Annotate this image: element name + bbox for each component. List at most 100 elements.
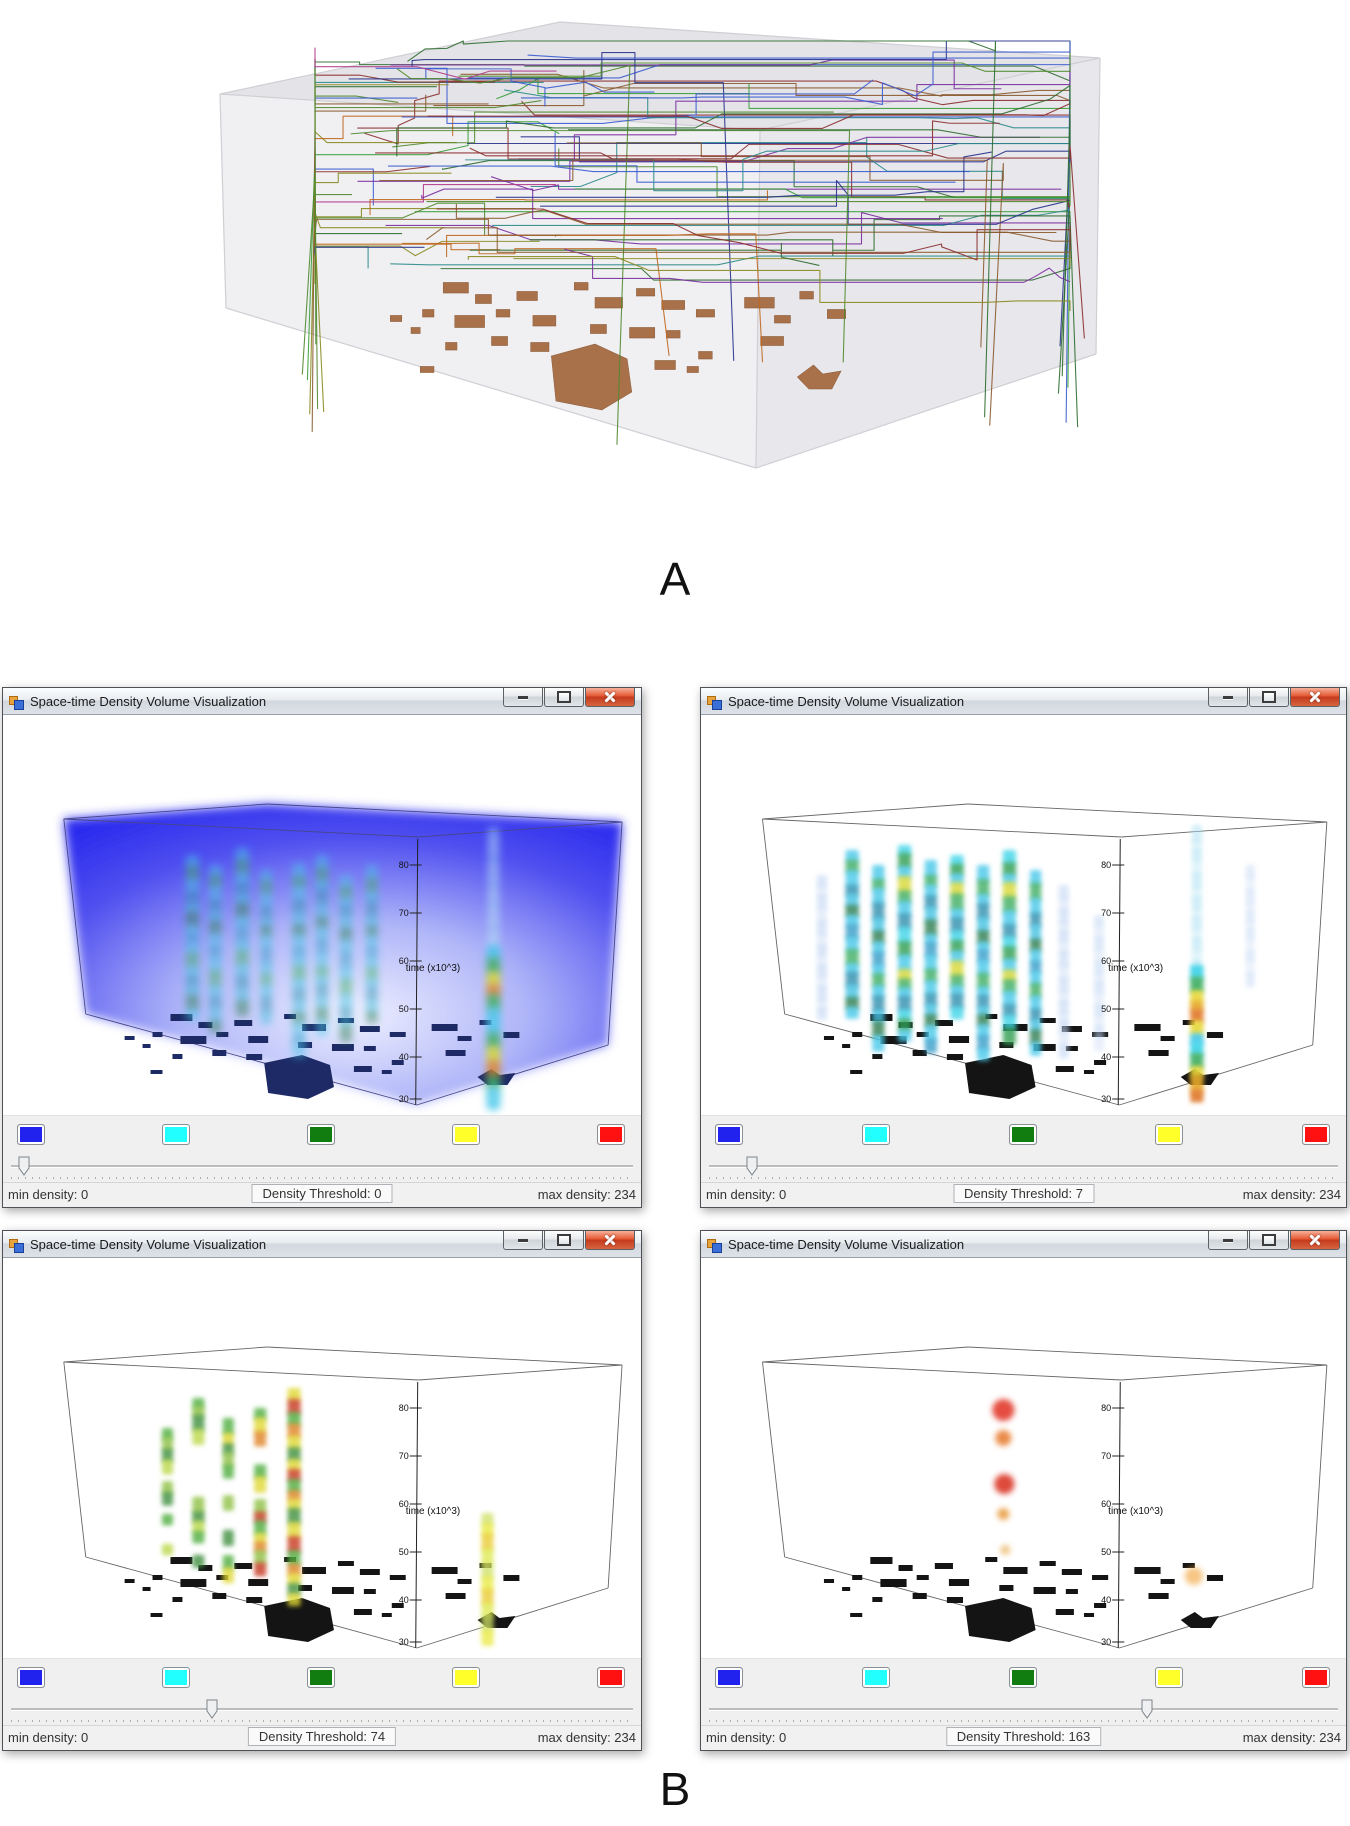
viewport-3d-density[interactable]: 80 70 60 50 40 30 time (x10^3)	[701, 1258, 1346, 1658]
density-columns	[162, 1388, 494, 1646]
maximize-button[interactable]	[1249, 1231, 1289, 1250]
legend-swatch-red[interactable]	[597, 1666, 625, 1688]
legend-swatch-green[interactable]	[307, 1123, 335, 1145]
density-threshold-slider[interactable]	[701, 1695, 1346, 1725]
panel-b-label: B	[659, 1763, 691, 1815]
viewport-3d-density[interactable]: 80 70 60 50 40 30 time (x10^3)	[3, 1258, 641, 1658]
svg-text:40: 40	[1101, 1595, 1111, 1605]
app-window-threshold-74: Space-time Density Volume Visualization …	[2, 1230, 642, 1751]
maximize-button[interactable]	[544, 1231, 584, 1250]
slider-ticks	[709, 1720, 1338, 1722]
density-threshold-slider[interactable]	[701, 1152, 1346, 1182]
minimize-icon	[518, 1238, 528, 1242]
legend-swatch-blue[interactable]	[715, 1666, 743, 1688]
maximize-icon	[557, 691, 571, 703]
svg-text:30: 30	[1101, 1094, 1111, 1104]
density-threshold-slider[interactable]	[3, 1152, 641, 1182]
min-density-label: min density: 0	[706, 1187, 787, 1202]
slider-track[interactable]	[709, 1165, 1338, 1168]
window-title: Space-time Density Volume Visualization	[728, 693, 965, 709]
maximize-button[interactable]	[1249, 688, 1289, 707]
density-columns	[185, 827, 500, 1110]
svg-text:60: 60	[1101, 956, 1111, 966]
slider-thumb[interactable]	[18, 1156, 30, 1176]
svg-text:80: 80	[1101, 1403, 1111, 1413]
building-footprints	[823, 1557, 1224, 1642]
minimize-button[interactable]	[1208, 688, 1248, 707]
density-threshold-slider[interactable]	[3, 1695, 641, 1725]
minimize-button[interactable]	[1208, 1231, 1248, 1250]
svg-text:40: 40	[399, 1052, 409, 1062]
svg-text:70: 70	[399, 908, 409, 918]
minimize-button[interactable]	[503, 688, 543, 707]
svg-text:80: 80	[399, 860, 409, 870]
status-bar: min density: 0 Density Threshold: 163 ma…	[701, 1725, 1346, 1750]
legend-swatch-blue[interactable]	[17, 1666, 45, 1688]
color-legend	[3, 1658, 641, 1695]
legend-swatch-cyan[interactable]	[861, 1666, 890, 1688]
viewport-3d-density[interactable]: 80 70 60 50 40 30 time (x10^3)	[3, 715, 641, 1115]
close-button[interactable]	[585, 1231, 635, 1250]
legend-swatch-red[interactable]	[1302, 1666, 1330, 1688]
maximize-icon	[1262, 1234, 1276, 1246]
app-window-threshold-163: Space-time Density Volume Visualization …	[700, 1230, 1347, 1751]
status-bar: min density: 0 Density Threshold: 74 max…	[3, 1725, 641, 1750]
app-window-threshold-0: Space-time Density Volume Visualization …	[2, 687, 642, 1208]
min-density-label: min density: 0	[706, 1730, 787, 1745]
close-button[interactable]	[585, 688, 635, 707]
close-button[interactable]	[1290, 688, 1340, 707]
legend-swatch-green[interactable]	[307, 1666, 335, 1688]
svg-text:70: 70	[1101, 908, 1111, 918]
slider-thumb[interactable]	[1141, 1699, 1153, 1719]
svg-text:50: 50	[1101, 1547, 1111, 1557]
max-density-label: max density: 234	[537, 1187, 636, 1202]
legend-swatch-cyan[interactable]	[861, 1123, 890, 1145]
slider-thumb[interactable]	[206, 1699, 218, 1719]
legend-swatch-red[interactable]	[597, 1123, 625, 1145]
legend-swatch-yellow[interactable]	[452, 1666, 480, 1688]
building-footprints	[124, 1557, 520, 1642]
density-threshold-label: Density Threshold: 74	[247, 1727, 397, 1746]
legend-swatch-yellow[interactable]	[1155, 1666, 1184, 1688]
cube-left-face	[220, 94, 760, 468]
time-axis: 80 70 60 50 40 30 time (x10^3)	[1101, 838, 1163, 1106]
maximize-button[interactable]	[544, 688, 584, 707]
status-bar: min density: 0 Density Threshold: 0 max …	[3, 1182, 641, 1207]
slider-track[interactable]	[11, 1708, 633, 1711]
svg-text:time (x10^3): time (x10^3)	[406, 963, 460, 974]
max-density-label: max density: 234	[1242, 1730, 1341, 1745]
viewport-3d-density[interactable]: 80 70 60 50 40 30 time (x10^3)	[701, 715, 1346, 1115]
legend-swatch-green[interactable]	[1008, 1123, 1037, 1145]
legend-swatch-green[interactable]	[1008, 1666, 1037, 1688]
legend-swatch-cyan[interactable]	[162, 1666, 190, 1688]
svg-text:time (x10^3): time (x10^3)	[1108, 1506, 1163, 1517]
density-threshold-label: Density Threshold: 0	[251, 1184, 393, 1203]
svg-text:30: 30	[399, 1094, 409, 1104]
slider-track[interactable]	[11, 1165, 633, 1168]
title-bar: Space-time Density Volume Visualization	[701, 1231, 1346, 1258]
window-title: Space-time Density Volume Visualization	[30, 1236, 267, 1252]
slider-thumb[interactable]	[746, 1156, 758, 1176]
window-title: Space-time Density Volume Visualization	[728, 1236, 965, 1252]
minimize-button[interactable]	[503, 1231, 543, 1250]
svg-text:60: 60	[399, 956, 409, 966]
window-title: Space-time Density Volume Visualization	[30, 693, 267, 709]
close-button[interactable]	[1290, 1231, 1340, 1250]
legend-swatch-yellow[interactable]	[452, 1123, 480, 1145]
time-axis: 80 70 60 50 40 30 time (x10^3)	[1101, 1381, 1163, 1649]
bounding-box-wireframe	[63, 1346, 623, 1649]
legend-swatch-yellow[interactable]	[1155, 1123, 1184, 1145]
legend-swatch-red[interactable]	[1302, 1123, 1330, 1145]
density-columns	[992, 1399, 1203, 1585]
minimize-icon	[518, 695, 528, 699]
legend-swatch-cyan[interactable]	[162, 1123, 190, 1145]
density-columns	[816, 825, 1255, 1103]
minimize-icon	[1223, 1238, 1233, 1242]
bounding-box-wireframe	[762, 1346, 1328, 1649]
slider-track[interactable]	[709, 1708, 1338, 1711]
window-controls	[502, 1231, 641, 1250]
legend-swatch-blue[interactable]	[715, 1123, 743, 1145]
legend-swatch-blue[interactable]	[17, 1123, 45, 1145]
max-density-label: max density: 234	[537, 1730, 636, 1745]
